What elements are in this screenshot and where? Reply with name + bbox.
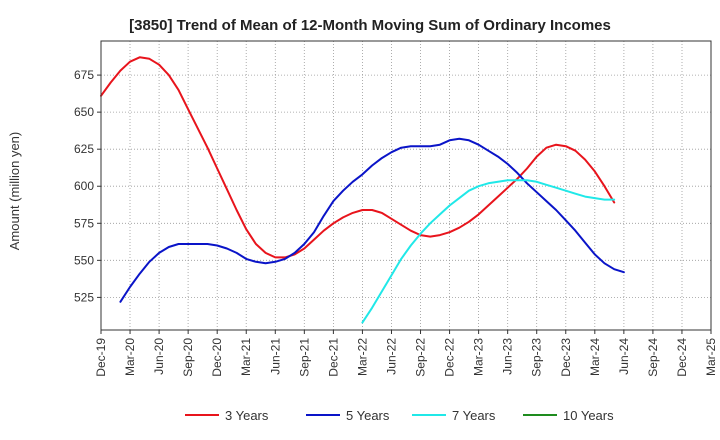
x-tick-label: Dec-22 bbox=[443, 338, 457, 377]
y-axis: 525 550 575 600 625 650 675 bbox=[74, 68, 101, 304]
x-tick-label: Mar-23 bbox=[472, 338, 486, 376]
x-tick-label: Sep-24 bbox=[646, 338, 660, 377]
y-tick-label: 575 bbox=[74, 216, 94, 230]
x-tick-label: Sep-21 bbox=[297, 338, 311, 377]
x-tick-label: Dec-23 bbox=[559, 338, 573, 377]
x-tick-label: Dec-19 bbox=[94, 338, 108, 377]
x-tick-label: Dec-21 bbox=[326, 338, 340, 377]
x-tick-label: Jun-21 bbox=[268, 338, 282, 375]
legend-label: 3 Years bbox=[225, 408, 269, 423]
series-line-7-years bbox=[361, 179, 616, 324]
x-tick-label: Mar-21 bbox=[239, 338, 253, 376]
x-tick-label: Jun-22 bbox=[385, 338, 399, 375]
x-tick-label: Dec-24 bbox=[675, 338, 689, 377]
y-axis-label: Amount (million yen) bbox=[7, 132, 22, 251]
grid bbox=[101, 41, 711, 330]
x-tick-label: Mar-20 bbox=[123, 338, 137, 376]
x-tick-label: Dec-20 bbox=[210, 338, 224, 377]
chart-title: [3850] Trend of Mean of 12-Month Moving … bbox=[129, 17, 611, 34]
y-tick-label: 550 bbox=[74, 253, 94, 267]
y-tick-label: 625 bbox=[74, 142, 94, 156]
legend-label: 10 Years bbox=[563, 408, 614, 423]
x-tick-label: Sep-23 bbox=[530, 338, 544, 377]
x-tick-label: Jun-24 bbox=[617, 338, 631, 375]
y-tick-label: 525 bbox=[74, 290, 94, 304]
legend-label: 7 Years bbox=[452, 408, 496, 423]
y-tick-label: 600 bbox=[74, 179, 94, 193]
legend-label: 5 Years bbox=[346, 408, 390, 423]
x-tick-label: Mar-25 bbox=[704, 338, 718, 376]
series-lines bbox=[100, 56, 625, 324]
series-line-5-years bbox=[119, 137, 625, 303]
x-axis: Dec-19 Mar-20 Jun-20 Sep-20 Dec-20 Mar-21 Jun-… bbox=[94, 330, 718, 377]
x-tick-label: Mar-24 bbox=[588, 338, 602, 376]
series-line-3-years bbox=[100, 56, 616, 259]
plot-frame bbox=[100, 40, 712, 331]
y-tick-label: 675 bbox=[74, 68, 94, 82]
x-tick-label: Mar-22 bbox=[355, 338, 369, 376]
x-tick-label: Sep-20 bbox=[181, 338, 195, 377]
y-tick-label: 650 bbox=[74, 105, 94, 119]
legend: 3 Years 5 Years 7 Years 10 Years bbox=[185, 408, 614, 423]
x-tick-label: Jun-20 bbox=[152, 338, 166, 375]
x-tick-label: Jun-23 bbox=[501, 338, 515, 375]
x-tick-label: Sep-22 bbox=[414, 338, 428, 377]
